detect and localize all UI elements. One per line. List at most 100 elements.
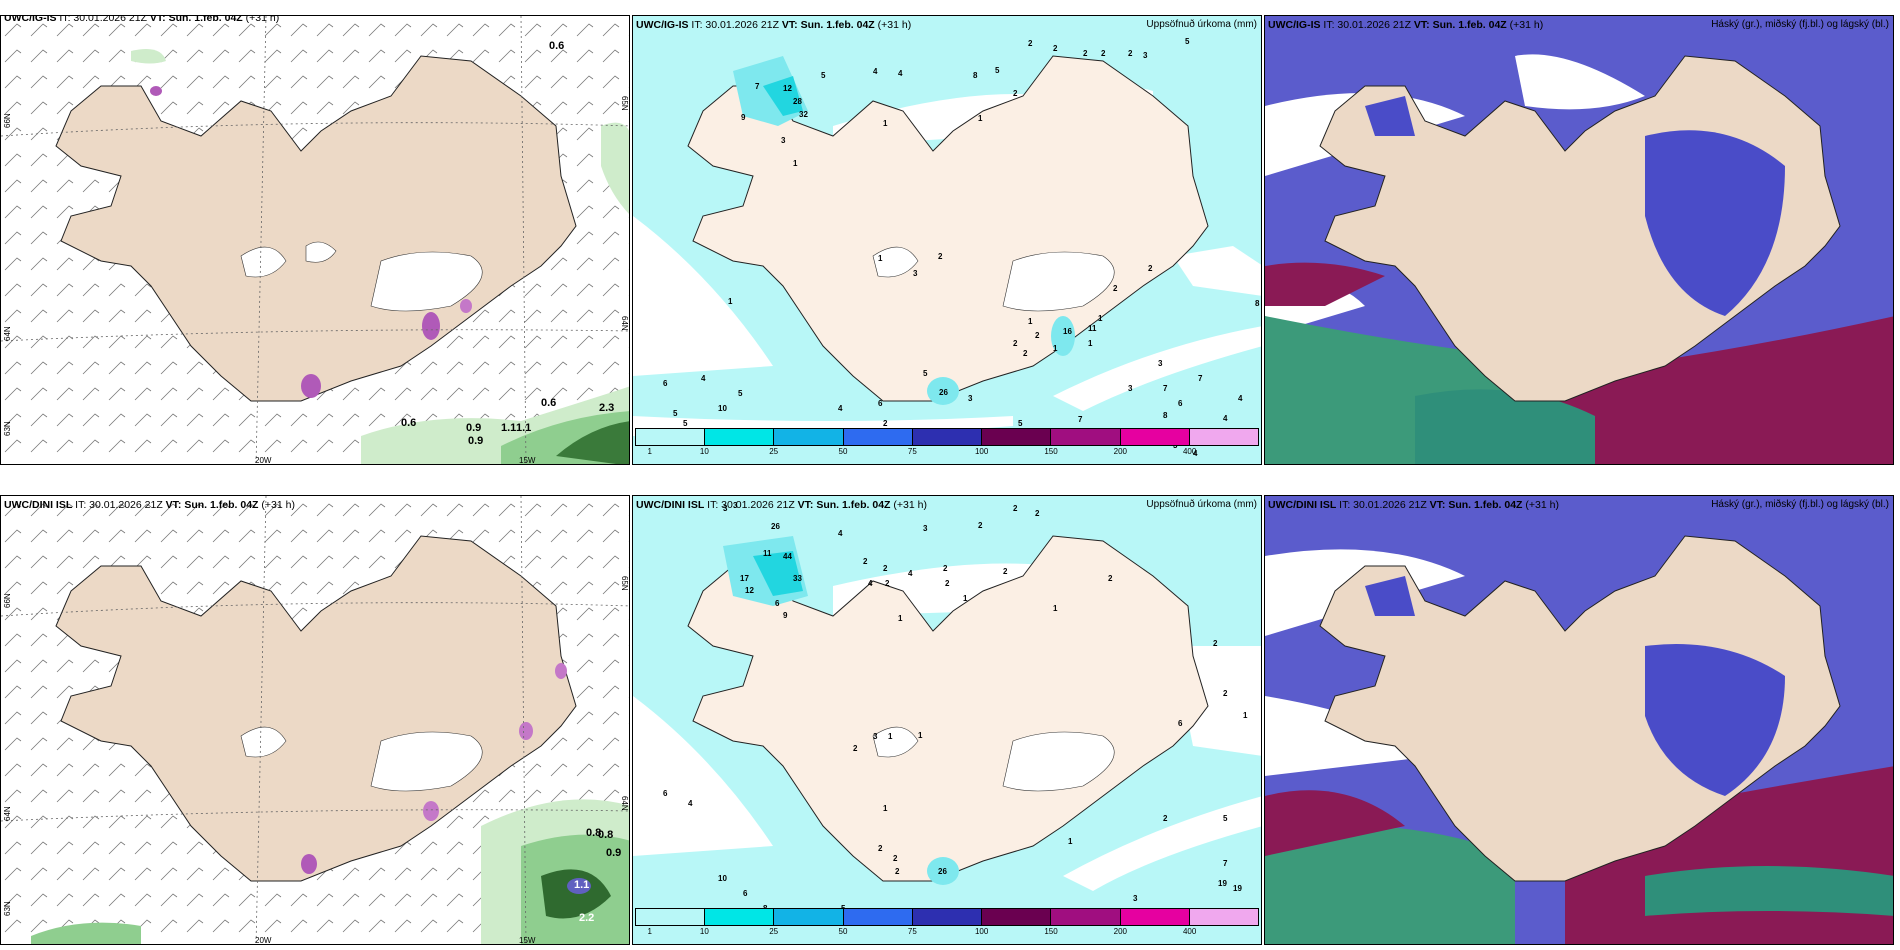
wind-value: 0.6 [541, 397, 556, 409]
panel-title: UWC/IG-IS IT: 30.01.2026 21Z VT: Sun. 1.… [636, 19, 912, 31]
precip-value: 19 [1233, 884, 1242, 893]
panel-variable-title: Háský (gr.), miðský (fj.bl.) og lágský (… [1711, 499, 1889, 510]
precip-value: 32 [799, 110, 808, 119]
lat-label: 66N [3, 593, 12, 608]
colorbar-swatch [1120, 429, 1190, 445]
precip-value: 7 [1078, 415, 1083, 424]
precip-value: 4 [1238, 394, 1243, 403]
precip-value: 4 [873, 67, 878, 76]
precip-value: 2 [1148, 264, 1153, 273]
precip-value: 2 [1108, 574, 1113, 583]
colorbar-swatch [1120, 909, 1190, 925]
precip-value: 11 [763, 549, 772, 558]
precip-value: 2 [1035, 331, 1040, 340]
precip-value: 26 [939, 388, 948, 397]
precip-value: 4 [908, 569, 913, 578]
precip-value: 5 [995, 66, 1000, 75]
precip-value: 2 [1053, 44, 1058, 53]
colorbar-tick-label: 200 [1113, 447, 1128, 456]
lat-label: 65N [620, 576, 629, 591]
precip-value: 1 [883, 804, 888, 813]
precip-value: 1 [1053, 604, 1058, 613]
colorbar-swatch [705, 429, 775, 445]
wind-value: 1.1 [516, 422, 531, 434]
wind-value: 0.6 [549, 40, 564, 52]
precip-value: 11 [1088, 324, 1097, 333]
colorbar-tick-label: 25 [769, 927, 779, 936]
precip-value: 12 [783, 84, 792, 93]
precip-value: 10 [718, 404, 727, 413]
precip-value: 6 [878, 399, 883, 408]
precip-value: 3 [781, 136, 786, 145]
precip-value: 4 [898, 69, 903, 78]
precip-value: 2 [1013, 504, 1018, 513]
precip-value: 2 [895, 867, 900, 876]
precip-value: 9 [783, 611, 788, 620]
precip-value: 2 [1128, 49, 1133, 58]
colorbar-tick-label: 200 [1113, 927, 1128, 936]
precip-value: 3 [1143, 51, 1148, 60]
panel-title: UWC/DINI ISL IT: 30.01.2026 21Z VT: Sun.… [636, 499, 927, 511]
precip-value: 2 [938, 252, 943, 261]
precip-value: 3 [913, 269, 918, 278]
colorbar-ticks: 1 10 25 50 75 100 150 200 400 [635, 446, 1259, 458]
precip-value: 2 [1003, 567, 1008, 576]
precip-value: 6 [663, 789, 668, 798]
colorbar-swatch [1189, 429, 1258, 445]
wind-value: 0.8 [598, 829, 613, 841]
precip-value: 4 [688, 799, 693, 808]
precip-value: 7 [1223, 859, 1228, 868]
precip-value: 3 [1158, 359, 1163, 368]
precip-value: 4 [838, 404, 843, 413]
precip-value: 2 [1213, 639, 1218, 648]
precip-value: 5 [1185, 37, 1190, 46]
lat-label: 63N [3, 901, 12, 916]
precip-value: 3 [873, 732, 878, 741]
colorbar-tick-label: 1 [647, 447, 652, 456]
colorbar-tick-label: 10 [699, 447, 709, 456]
wind-value: 0.9 [606, 847, 621, 859]
colorbar-swatch [912, 429, 983, 445]
iceland-landmass [687, 55, 1209, 402]
precip-value: 2 [1113, 284, 1118, 293]
precip-value: 3 [1128, 384, 1133, 393]
precip-value: 2 [945, 579, 950, 588]
wind-value: 0.9 [466, 422, 481, 434]
lat-label: 64N [620, 316, 629, 331]
colorbar-tick-label: 75 [907, 927, 917, 936]
precip-value: 6 [1178, 719, 1183, 728]
precip-value: 3 [723, 504, 728, 513]
precip-value: 5 [738, 389, 743, 398]
precip-value: 7 [1198, 374, 1203, 383]
cloud-map [1265, 496, 1893, 944]
panel-variable-title: Uppsöfnuð úrkoma (mm) [1146, 499, 1257, 510]
precip-map: 2 2 2 5 4 4 5 8 5 2 2 2 3 28 12 32 9 7 3… [633, 16, 1261, 464]
precip-value: 4 [1223, 414, 1228, 423]
precip-value: 1 [878, 254, 883, 263]
precip-value: 1 [898, 614, 903, 623]
precip-value: 6 [663, 379, 668, 388]
colorbar-tick-label: 50 [838, 447, 848, 456]
precip-value: 19 [1218, 879, 1227, 888]
colorbar-tick-label: 400 [1182, 447, 1197, 456]
precip-value: 1 [1098, 314, 1103, 323]
precip-value: 17 [740, 574, 749, 583]
precip-value: 4 [838, 529, 843, 538]
wind-value: 0.6 [401, 417, 416, 429]
colorbar-tick-label: 400 [1182, 927, 1197, 936]
precip-value: 2 [878, 844, 883, 853]
colorbar-swatches [635, 908, 1259, 926]
colorbar-tick-label: 10 [699, 927, 709, 936]
colorbar-swatch [843, 909, 913, 925]
colorbar-ticks: 1 10 25 50 75 100 150 200 400 [635, 926, 1259, 938]
precip-value: 2 [1028, 39, 1033, 48]
precip-value: 2 [863, 557, 868, 566]
precip-value: 5 [1018, 419, 1023, 428]
iceland-landmass [687, 535, 1209, 882]
panel-title: UWC/DINI ISL IT: 30.01.2026 21Z VT: Sun.… [4, 499, 295, 511]
precip-value: 2 [1013, 339, 1018, 348]
glacier [370, 251, 483, 312]
precip-value: 2 [1223, 689, 1228, 698]
colorbar-swatch [843, 429, 913, 445]
lon-label: 20W [255, 456, 272, 465]
